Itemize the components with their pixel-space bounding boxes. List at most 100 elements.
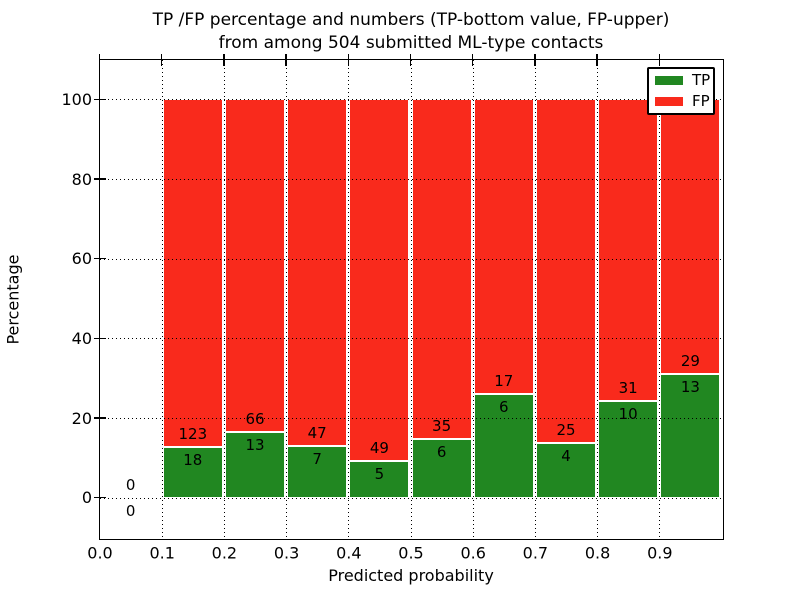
tp-count-label: 13 (245, 436, 265, 455)
tp-count-label: 4 (561, 446, 571, 465)
x-tick-mark-bottom (534, 53, 536, 60)
legend-label: TP (692, 71, 711, 89)
x-tick-label: 0.2 (211, 543, 238, 563)
y-tick-mark-left (99, 98, 106, 101)
x-tick-mark-bottom (223, 53, 225, 60)
x-tick-mark-bottom (596, 53, 598, 60)
v-gridline (161, 59, 163, 538)
bar-segment-tp (162, 446, 223, 498)
bar-segment-fp (411, 99, 472, 440)
bar-segment-tp (598, 400, 659, 498)
y-tick-mark-right (93, 417, 100, 419)
x-tick-mark-top (596, 59, 598, 66)
v-gridline (410, 59, 412, 538)
x-tick-label: 0.4 (336, 543, 362, 563)
fp-count-label: 123 (178, 424, 208, 443)
bar-segment-tp (224, 432, 286, 498)
tp-count-label: 6 (436, 443, 447, 462)
fp-count-label: 47 (307, 424, 327, 443)
x-tick-mark-top (658, 59, 661, 66)
fp-count-label: 0 (125, 475, 136, 494)
fp-count-label: 31 (618, 378, 638, 397)
v-gridline (223, 59, 225, 538)
bar-segment-tp (660, 374, 721, 498)
legend-item: FP (649, 93, 713, 111)
fp-count-label: 17 (494, 371, 514, 390)
fp-count-label: 66 (245, 410, 265, 429)
chart-title-line1: TP /FP percentage and numbers (TP-bottom… (152, 10, 670, 30)
x-tick-label: 0.5 (398, 543, 424, 563)
x-tick-label: 0.7 (522, 543, 549, 563)
x-tick-mark-bottom (409, 53, 412, 60)
chart-title-line2: from among 504 submitted ML-type contact… (218, 33, 604, 53)
bar-segment-tp (473, 393, 534, 498)
bar-segment-fp (349, 99, 410, 461)
y-tick-label: 80 (71, 169, 92, 189)
bar-segment-tp (411, 439, 472, 498)
legend-label: FP (692, 92, 710, 110)
bar-segment-fp (473, 99, 534, 394)
legend-box: TP FP (647, 67, 715, 115)
x-tick-label: 0.6 (460, 543, 486, 563)
y-tick-mark-left (99, 257, 106, 260)
y-tick-label: 100 (61, 89, 92, 109)
x-axis-label: Predicted probability (328, 566, 494, 585)
fp-count-label: 25 (556, 420, 576, 439)
x-tick-mark-top (160, 59, 163, 66)
fp-legend-swatch (655, 97, 683, 106)
x-tick-mark-bottom (347, 53, 350, 60)
plot-area: 0 0 123 18 66 13 47 7 49 5 35 6 17 6 25 4 31 10 29 13 (93, 53, 724, 540)
tp-legend-swatch (655, 76, 683, 85)
x-tick-mark-top (471, 59, 474, 66)
x-tick-label: 0.8 (584, 543, 611, 563)
v-gridline (286, 59, 288, 538)
x-tick-mark-top (409, 59, 412, 66)
fp-count-label: 29 (680, 352, 700, 371)
tp-count-label: 18 (183, 450, 203, 469)
y-tick-label: 20 (71, 408, 92, 428)
legend-item: TP (649, 72, 713, 90)
x-tick-mark-bottom (160, 53, 163, 60)
v-gridline (534, 59, 536, 538)
y-tick-mark-right (93, 496, 100, 499)
v-gridline (472, 59, 474, 538)
bar-segment-fp (535, 99, 597, 443)
tp-count-label: 7 (312, 450, 322, 469)
tp-count-label: 6 (499, 397, 509, 416)
bar-segment-fp (162, 99, 223, 447)
tp-count-label: 10 (618, 404, 638, 423)
y-tick-label: 60 (71, 249, 92, 269)
v-gridline (659, 59, 661, 538)
tp-count-label: 0 (125, 501, 136, 520)
fp-count-label: 35 (432, 417, 452, 436)
y-tick-mark-right (93, 98, 100, 101)
y-tick-mark-right (93, 337, 100, 340)
x-tick-mark-bottom (98, 53, 101, 60)
y-axis-label: Percentage (3, 254, 23, 345)
y-tick-mark-left (99, 178, 106, 180)
x-tick-mark-top (98, 59, 101, 66)
bar-segment-fp (660, 99, 721, 375)
bar-segment-tp (287, 446, 348, 498)
v-gridline (597, 59, 599, 538)
y-tick-label: 40 (71, 328, 92, 348)
x-tick-mark-bottom (658, 53, 661, 60)
x-tick-label: 0.0 (87, 543, 113, 563)
x-tick-label: 0.3 (273, 543, 300, 563)
bar-segment-tp (349, 460, 410, 498)
y-tick-mark-left (99, 337, 106, 340)
x-tick-mark-top (347, 59, 350, 66)
x-tick-label: 0.9 (647, 543, 673, 563)
tp-count-label: 5 (374, 464, 385, 483)
x-tick-mark-top (223, 59, 225, 66)
y-tick-label: 0 (81, 488, 92, 508)
x-tick-label: 0.1 (149, 543, 175, 563)
x-tick-mark-bottom (471, 53, 474, 60)
y-tick-mark-left (99, 417, 106, 419)
bar-segment-fp (224, 99, 286, 433)
bar-segment-tp (535, 442, 597, 498)
x-tick-mark-top (534, 59, 536, 66)
fp-count-label: 49 (369, 438, 389, 457)
x-tick-mark-bottom (285, 53, 287, 60)
